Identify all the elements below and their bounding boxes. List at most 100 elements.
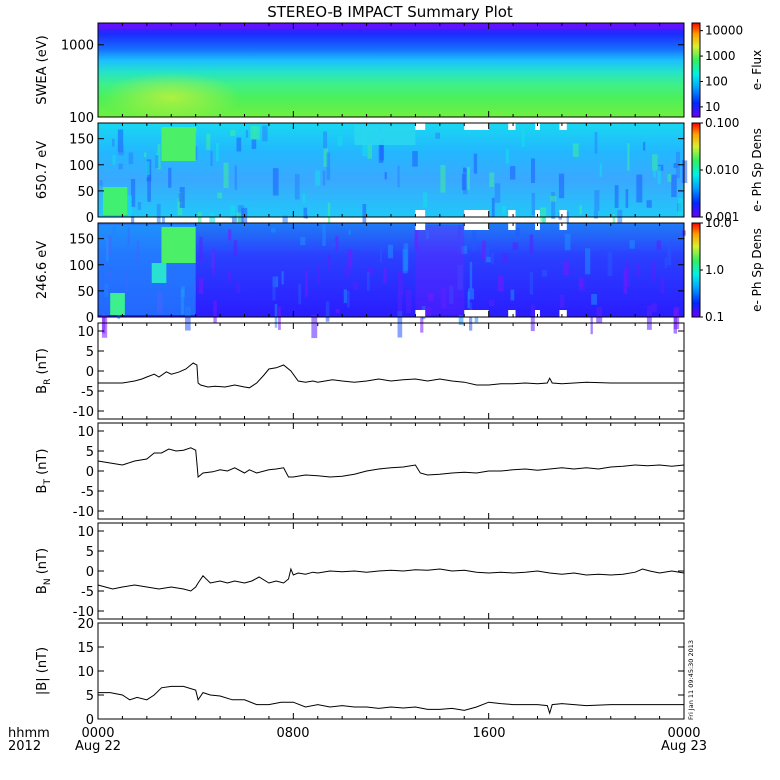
data-gap (535, 310, 540, 317)
data-gap (415, 210, 426, 217)
data-gap (464, 123, 489, 130)
spectrogram-texture (505, 148, 509, 164)
y-tick-label: 50 (77, 285, 94, 300)
spectrogram-texture (673, 307, 680, 330)
spectrogram-texture (379, 138, 385, 161)
spectrogram-texture (573, 268, 576, 274)
spectrogram-texture (501, 205, 506, 215)
spectrogram-texture (278, 306, 281, 330)
spectrogram-texture (646, 200, 652, 208)
data-gap (508, 210, 516, 217)
spectrogram-texture (206, 133, 211, 151)
panel-4: BT (nT) -10 -5 0 5 10 (35, 422, 685, 520)
data-gap (464, 310, 489, 317)
spectrogram-texture (118, 145, 124, 156)
y-axis-label-main: |B| (35, 677, 50, 695)
spectrogram-texture (474, 313, 479, 323)
y-axis-label: BT (nT) (35, 449, 53, 494)
data-gap (535, 123, 540, 130)
spectrogram-texture (521, 128, 525, 147)
series-line (98, 362, 684, 389)
spectrogram-texture (326, 152, 331, 181)
spectrogram-texture (467, 291, 470, 309)
spectrogram-texture (491, 197, 495, 217)
spectrogram-texture (593, 210, 599, 219)
spectrogram-texture (529, 272, 534, 295)
spectrogram-texture (643, 141, 646, 151)
colorbar-tick-label: 10000 (705, 24, 743, 38)
series-line (98, 685, 684, 715)
spectrogram-texture (625, 261, 630, 287)
spectrogram-texture (323, 147, 328, 167)
spectrogram-texture (168, 167, 172, 188)
spectrogram-texture (594, 132, 598, 154)
data-gap (559, 310, 567, 317)
spectrogram-texture (428, 293, 434, 301)
spectrogram-texture (210, 151, 213, 167)
spectrogram-texture (491, 252, 494, 265)
spectrogram-texture (540, 207, 547, 223)
x-tick-label-2: 1600 (472, 726, 505, 741)
colorbar (691, 22, 701, 118)
spectrogram-texture (550, 195, 557, 202)
spectrogram-texture (489, 172, 495, 188)
y-tick-label: -10 (73, 405, 94, 420)
panel-frame (97, 422, 685, 520)
spectrogram-texture (625, 189, 629, 208)
spectrogram-texture (530, 304, 535, 332)
colorbar-label: e- Flux (750, 50, 764, 90)
spectrogram-texture (281, 271, 284, 285)
data-gap (464, 223, 489, 230)
x-tick-date-0: Aug 22 (75, 739, 121, 754)
spectrogram-beam (161, 227, 196, 263)
spectrogram-texture (128, 152, 134, 165)
y-axis-label-sub: R (43, 379, 53, 385)
y-axis-label: 650.7 eV (35, 141, 50, 199)
spectrogram-texture (673, 163, 679, 169)
colorbar-tick-label: 10.0 (705, 216, 732, 230)
spectrogram-texture (515, 227, 520, 237)
data-gap (559, 123, 567, 130)
spectrogram-texture (559, 295, 565, 308)
y-axis-label-unit: (nT) (35, 548, 50, 578)
spectrogram-feature (415, 225, 465, 315)
spectrogram-beam (161, 127, 196, 161)
spectrogram-beam (354, 125, 416, 145)
spectrogram-texture (272, 277, 276, 301)
y-tick-label: 20 (77, 617, 94, 632)
spectrogram-texture (405, 289, 412, 308)
spectrogram-texture (271, 227, 276, 233)
spectrogram-texture (403, 243, 409, 271)
spectrogram-texture (652, 154, 658, 171)
y-tick-label: 150 (69, 133, 94, 148)
series-line (97, 447, 685, 478)
colorbar (691, 222, 701, 318)
spectrogram-texture (228, 229, 232, 241)
data-gap (535, 210, 540, 217)
plot-title: STEREO-B IMPACT Summary Plot (267, 3, 513, 21)
spectrogram-texture (353, 281, 359, 290)
spectrogram-texture (551, 192, 556, 219)
spectrogram-texture (343, 289, 348, 304)
spectrogram-texture (379, 245, 383, 263)
spectrogram-texture (671, 174, 677, 198)
spectrogram-texture (667, 174, 672, 182)
spectrogram-texture (212, 248, 215, 275)
spectrogram-texture (651, 303, 657, 313)
spectrogram-texture (217, 192, 223, 199)
spectrogram-texture (541, 269, 548, 277)
spectrogram-texture (481, 240, 486, 260)
spectrogram-texture (414, 228, 419, 251)
data-gap (415, 123, 426, 130)
spectrogram-texture (317, 266, 320, 284)
spectrogram-texture (636, 174, 643, 203)
spectrogram-texture (656, 240, 662, 251)
spectrogram-beam (110, 293, 125, 315)
x-corner-label-hhmm: hhmm (8, 726, 50, 741)
spectrogram-texture (197, 211, 202, 224)
spectrogram-texture (330, 240, 337, 247)
data-gap (415, 310, 426, 317)
spectrogram-texture (657, 166, 661, 184)
spectrogram-texture (660, 277, 665, 294)
